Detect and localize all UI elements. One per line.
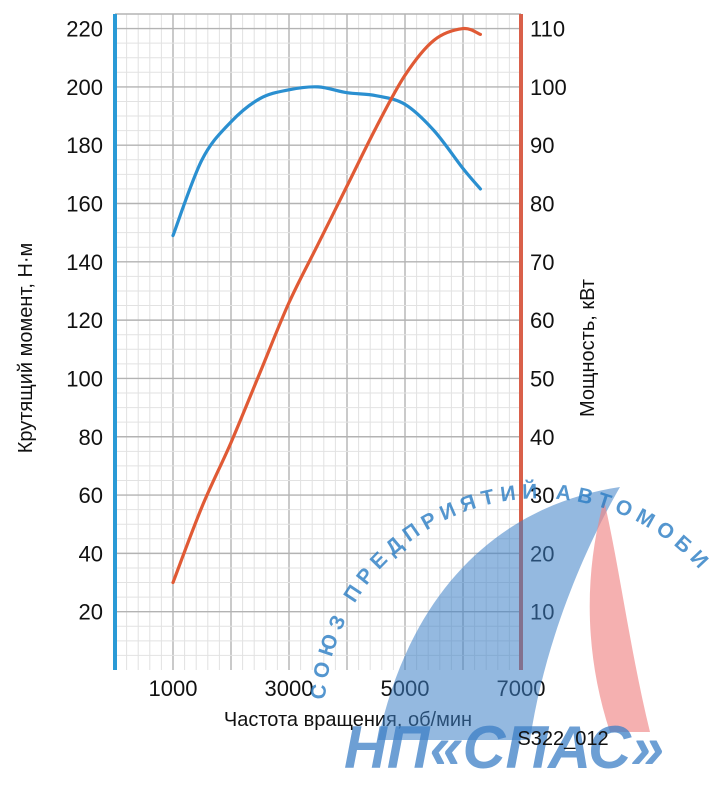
left-tick-label: 120	[66, 308, 103, 333]
right-tick-label: 90	[530, 133, 554, 158]
series-layer	[171, 26, 482, 585]
left-tick-label: 140	[66, 250, 103, 275]
torque-series-line	[171, 85, 482, 238]
watermark-blue-crescent	[378, 487, 620, 740]
watermark-red-crescent	[589, 500, 650, 732]
left-tick-label: 220	[66, 17, 103, 42]
left-tick-label: 60	[79, 483, 103, 508]
right-tick-label: 110	[530, 17, 565, 42]
right-tick-label: 70	[530, 250, 554, 275]
left-tick-label: 100	[66, 366, 103, 391]
watermark-logo-text: НП«СПАС»	[344, 714, 664, 781]
right-tick-label: 50	[530, 366, 554, 391]
right-axis-title: Мощность, кВт	[577, 279, 599, 417]
left-tick-label: 160	[66, 192, 103, 217]
power-series-line	[171, 26, 482, 585]
right-tick-label: 30	[530, 483, 554, 508]
left-tick-label: 80	[79, 425, 103, 450]
right-tick-label: 80	[530, 192, 554, 217]
x-tick-label: 3000	[265, 676, 314, 701]
left-axis-title: Крутящий момент, Н·м	[15, 243, 37, 454]
left-tick-label: 180	[66, 133, 103, 158]
x-tick-label: 1000	[149, 676, 198, 701]
left-tick-label: 20	[79, 600, 103, 625]
right-tick-label: 40	[530, 425, 554, 450]
right-tick-label: 60	[530, 308, 554, 333]
left-tick-label: 40	[79, 541, 103, 566]
right-tick-label: 100	[530, 75, 567, 100]
figure-code: S322_012	[517, 728, 608, 750]
left-tick-label: 200	[66, 75, 103, 100]
